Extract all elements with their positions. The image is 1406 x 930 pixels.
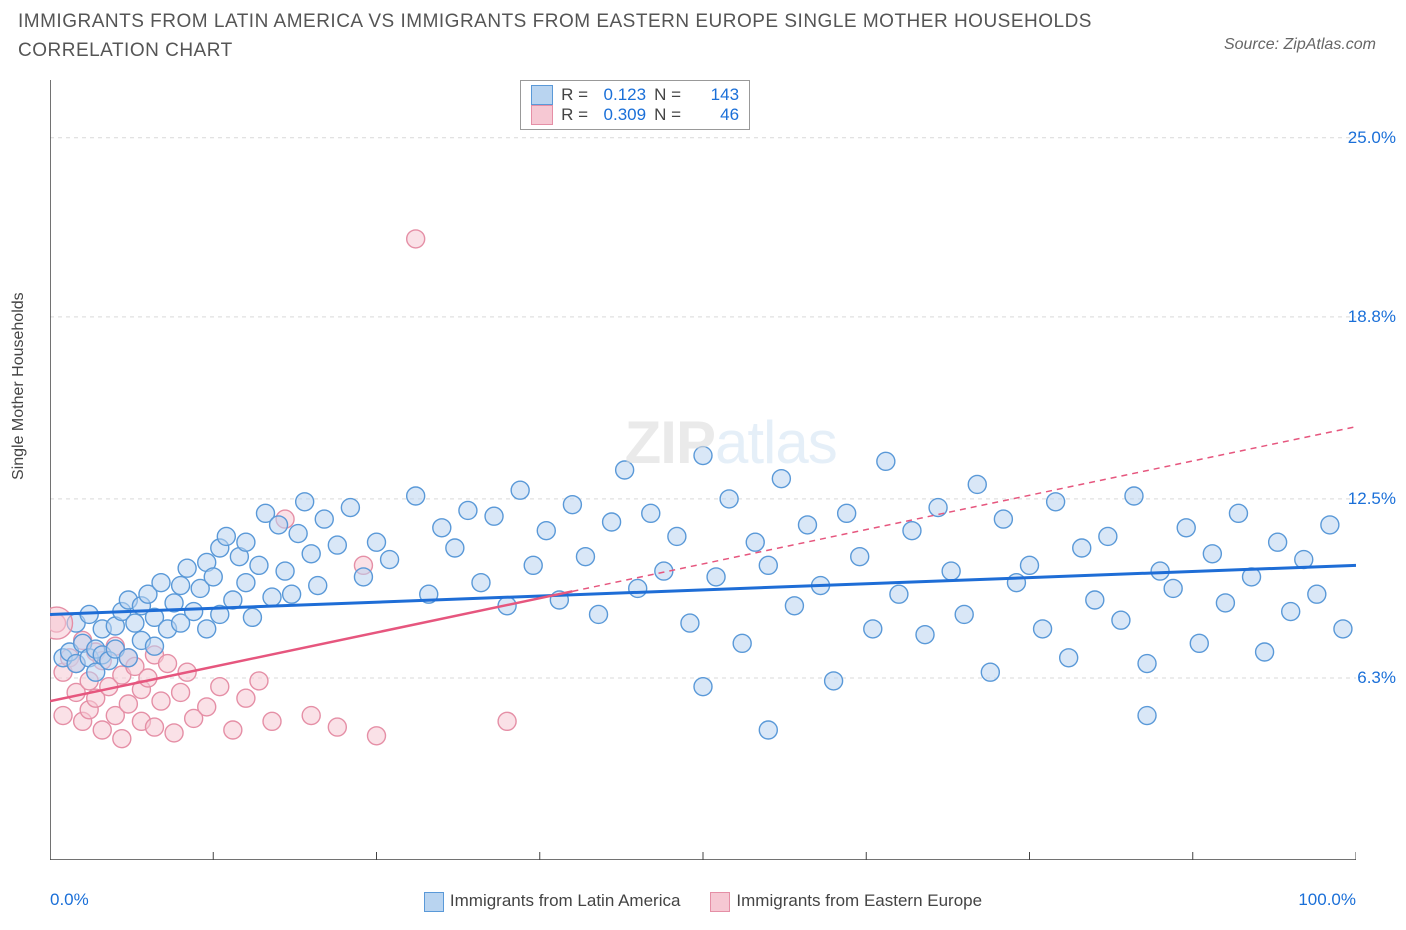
- n-label: N =: [654, 105, 681, 125]
- legend-swatch: [531, 105, 553, 125]
- legend-row: R = 0.309 N = 46: [531, 105, 739, 125]
- r-label: R =: [561, 85, 588, 105]
- y-tick-label: 18.8%: [1348, 307, 1396, 327]
- n-value: 143: [689, 85, 739, 105]
- legend-swatch: [424, 892, 444, 912]
- y-axis-label: Single Mother Households: [10, 292, 28, 480]
- legend-swatch: [710, 892, 730, 912]
- r-label: R =: [561, 105, 588, 125]
- source-label: Source: ZipAtlas.com: [1224, 36, 1376, 54]
- legend-row: R = 0.123 N = 143: [531, 85, 739, 105]
- r-value: 0.123: [596, 85, 646, 105]
- series-legend-item: Immigrants from Eastern Europe: [710, 891, 982, 912]
- n-label: N =: [654, 85, 681, 105]
- series-legend-item: Immigrants from Latin America: [424, 891, 681, 912]
- chart-title: IMMIGRANTS FROM LATIN AMERICA VS IMMIGRA…: [18, 8, 1186, 65]
- y-tick-label: 12.5%: [1348, 489, 1396, 509]
- correlation-legend: R = 0.123 N = 143 R = 0.309 N = 46: [520, 80, 750, 130]
- n-value: 46: [689, 105, 739, 125]
- chart-area: ZIPatlas R = 0.123 N = 143 R = 0.309 N =…: [50, 80, 1356, 860]
- scatter-plot: [50, 80, 1356, 860]
- legend-swatch: [531, 85, 553, 105]
- r-value: 0.309: [596, 105, 646, 125]
- y-tick-label: 25.0%: [1348, 128, 1396, 148]
- y-tick-label: 6.3%: [1357, 668, 1396, 688]
- series-legend: Immigrants from Latin America Immigrants …: [0, 891, 1406, 912]
